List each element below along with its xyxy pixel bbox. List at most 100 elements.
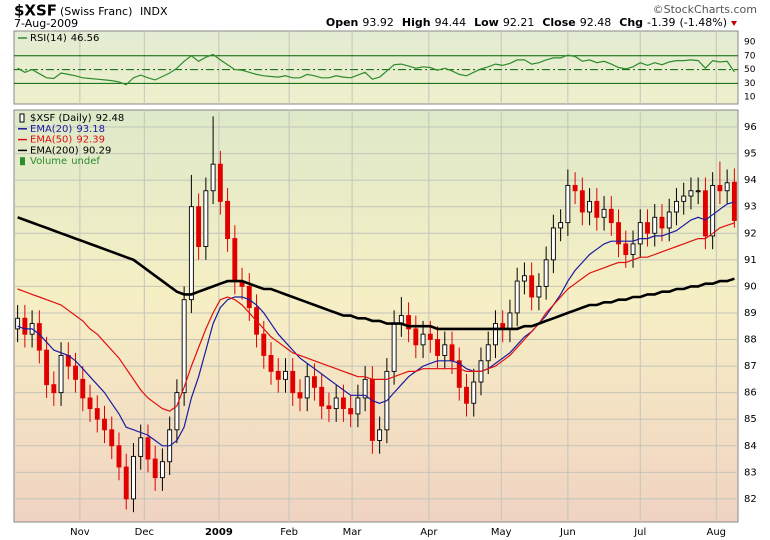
candle-body	[362, 378, 368, 399]
y-tick-label: 82	[744, 494, 757, 505]
candle-body	[717, 184, 723, 192]
candle-body	[420, 333, 426, 346]
candle-body	[702, 190, 708, 237]
candle-body	[652, 216, 658, 234]
candle-body	[391, 323, 397, 372]
price-panel	[13, 109, 739, 523]
candle-body	[340, 397, 346, 410]
candle-body	[377, 429, 383, 441]
quote-label: Close	[542, 16, 575, 29]
candle-body	[493, 323, 498, 346]
quote-value: 93.92	[362, 16, 394, 29]
date: 7-Aug-2009	[14, 17, 78, 30]
y-tick-label: 92	[744, 228, 757, 239]
candle-body	[333, 397, 339, 410]
y-tick-label: 86	[744, 388, 757, 399]
y-tick-label: 96	[744, 122, 757, 133]
candle-body	[36, 323, 42, 351]
legend-last: 92.39	[76, 135, 105, 146]
x-tick-label: Jun	[559, 527, 576, 538]
candle-body	[290, 370, 296, 394]
candle-body	[152, 458, 158, 479]
down-arrow	[731, 21, 737, 26]
volume-swatch	[20, 157, 25, 166]
x-tick-label: Dec	[135, 527, 154, 538]
y-tick-label: 10	[744, 93, 756, 103]
candle-body	[80, 378, 86, 399]
candle-body	[283, 370, 288, 380]
volume-value: undef	[71, 156, 100, 167]
legend-name: EMA(50)	[30, 135, 72, 146]
candle-body	[87, 397, 93, 410]
candle-body	[159, 461, 165, 479]
candle-body	[297, 392, 303, 399]
candle-body	[116, 445, 122, 468]
candle-body	[312, 376, 317, 388]
candle-body	[449, 344, 455, 362]
candle-body	[196, 206, 202, 247]
change-label: Chg	[619, 16, 643, 29]
candle-body	[138, 437, 144, 457]
candle-body	[681, 195, 687, 202]
rsi-legend: RSI(14) 46.56	[30, 33, 99, 44]
candle-body	[666, 211, 672, 229]
legend-entry: EMA(200) 90.29	[30, 145, 111, 156]
candle-body	[485, 344, 491, 362]
credit: ©StockCharts.com	[653, 3, 757, 16]
symbol: $XSF	[14, 2, 57, 20]
candle-body	[674, 200, 679, 213]
legend-name: EMA(200)	[30, 145, 79, 156]
candle-body	[637, 222, 643, 245]
candle-body	[413, 328, 419, 346]
x-tick-label: Apr	[420, 527, 438, 538]
quote-value: 94.44	[435, 16, 467, 29]
x-tick-label: Mar	[343, 527, 363, 538]
legend-entry: EMA(50) 92.39	[30, 135, 105, 146]
candle-body	[616, 222, 621, 245]
candle-body	[268, 354, 274, 372]
candle-body	[355, 397, 361, 415]
candle-body	[514, 280, 520, 314]
y-tick-label: 84	[744, 441, 757, 452]
candle-body	[558, 222, 564, 229]
y-tick-label: 30	[744, 79, 756, 89]
x-tick-label: Jul	[633, 527, 646, 538]
quote-label: Open	[326, 16, 359, 29]
y-tick-label: 87	[744, 361, 757, 372]
candle-body	[601, 208, 607, 218]
y-tick-label: 91	[744, 255, 757, 266]
candle-body	[594, 200, 600, 218]
candle-body	[369, 378, 375, 441]
y-tick-label: 70	[744, 51, 756, 61]
candle-body	[435, 339, 440, 356]
candle-body	[102, 418, 107, 431]
candle-body	[406, 315, 412, 330]
candle-body	[261, 333, 267, 356]
legend-candle	[19, 113, 25, 123]
legend-entry: EMA(20) 93.18	[30, 124, 105, 135]
quote-label: Low	[474, 16, 499, 29]
volume-legend: Volume undef	[30, 156, 100, 167]
candle-body	[529, 275, 535, 298]
candle-body	[73, 365, 78, 380]
candle-body	[608, 208, 614, 224]
candle-body	[659, 216, 665, 229]
candle-body	[145, 437, 151, 460]
candle-body	[731, 181, 737, 221]
x-tick-label: 2009	[205, 527, 233, 538]
rsi-line	[17, 53, 735, 86]
x-tick-label: May	[491, 527, 512, 538]
candle-body	[710, 184, 716, 237]
candle-body	[572, 184, 578, 192]
candle-body	[630, 243, 636, 255]
candle-body	[543, 259, 549, 287]
price-legend: $XSF (Daily) 92.48	[30, 113, 124, 124]
candle-body	[181, 299, 187, 394]
candle-body	[724, 182, 730, 192]
ema-line	[17, 222, 735, 412]
candle-body	[536, 285, 542, 298]
change-pct: (-1.48%)	[680, 16, 728, 29]
candle-body	[123, 466, 129, 500]
price-last: 92.48	[96, 113, 125, 124]
